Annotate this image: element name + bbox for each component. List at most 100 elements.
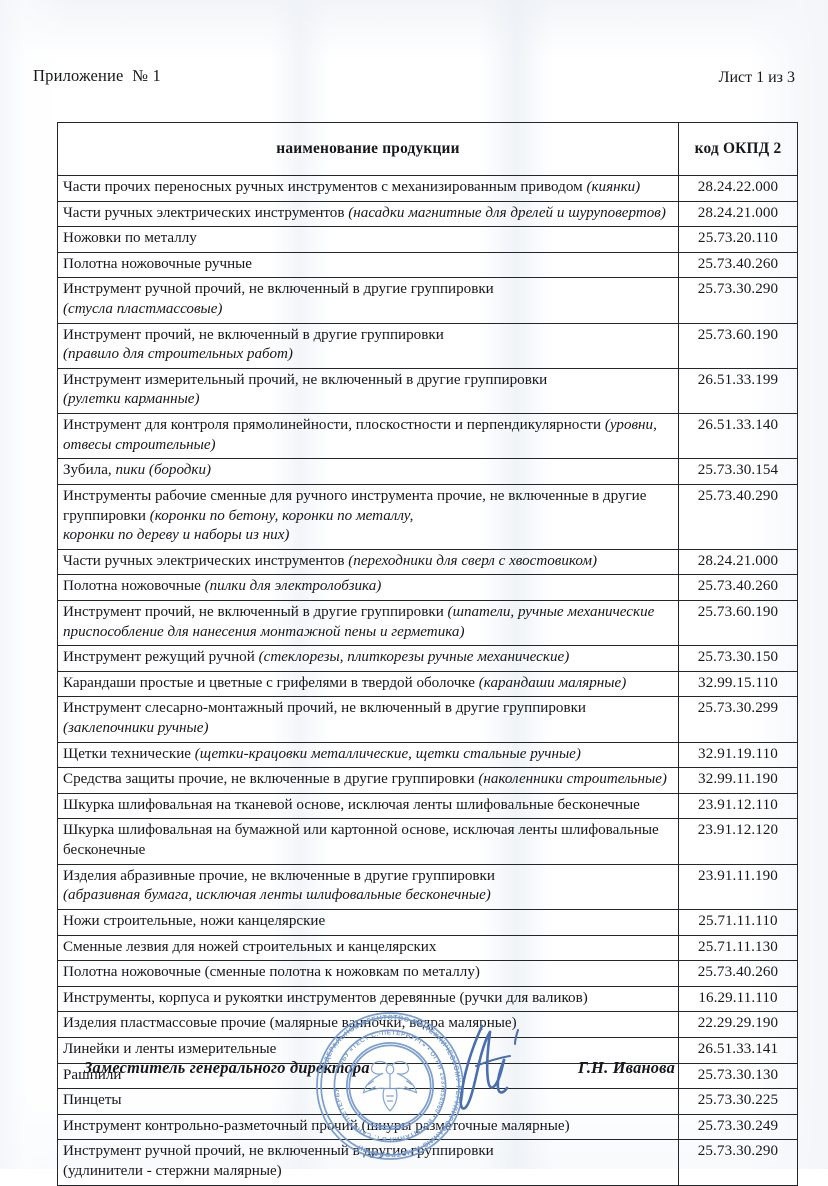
cell-product-name: Шкурка шлифовальная на бумажной или карт… (57, 818, 679, 865)
table-row: Ножовки по металлу 25.73.20.110 (57, 226, 798, 253)
table-row: Части прочих переносных ручных инструмен… (57, 175, 798, 202)
page-header: Приложение № 1 Лист 1 из 3 (0, 66, 828, 92)
cell-product-name: Изделия абразивные прочие, не включенные… (57, 863, 679, 910)
sheet-number-label: Лист 1 из 3 (718, 69, 795, 86)
cell-okpd-code: 23.91.12.120 (678, 818, 798, 865)
table-row: Щетки технические (щетки-крацовки металл… (57, 741, 798, 769)
table-row: Инструмент прочий, не включенный в други… (57, 322, 798, 369)
cell-okpd-code: 32.99.11.190 (678, 767, 798, 794)
cell-product-name: Инструмент режущий ручной (стеклорезы, п… (57, 645, 679, 672)
cell-product-name: Инструмент ручной прочий, не включенный … (57, 1139, 679, 1186)
table-body: Части прочих переносных ручных инструмен… (57, 175, 798, 1186)
cell-okpd-code: 28.24.21.000 (678, 200, 798, 228)
cell-okpd-code: 16.29.11.110 (678, 985, 798, 1013)
cell-product-name: Инструмент контрольно-разметочный прочий… (57, 1113, 679, 1141)
cell-product-name: Сменные лезвия для ножей строительных и … (57, 934, 679, 962)
cell-product-name: Части ручных электрических инструментов … (57, 200, 679, 228)
table-row: Сменные лезвия для ножей строительных и … (57, 934, 798, 962)
cell-product-name: Полотна ножовочные (пилки для электролоб… (57, 574, 679, 601)
table-row: Карандаши простые и цветные с грифелями … (57, 670, 798, 698)
column-header-code: код ОКПД 2 (678, 122, 798, 176)
cell-product-name: Инструменты рабочие сменные для ручного … (57, 483, 679, 550)
cell-okpd-code: 28.24.22.000 (678, 175, 798, 202)
cell-product-name: Ножовки по металлу (57, 226, 679, 253)
cell-okpd-code: 25.73.30.249 (678, 1113, 798, 1141)
cell-okpd-code: 26.51.33.141 (678, 1036, 798, 1064)
cell-okpd-code: 25.73.30.130 (678, 1062, 798, 1090)
table-row: Шкурка шлифовальная на тканевой основе, … (57, 792, 798, 820)
table-row: Полотна ножовочные (пилки для электролоб… (57, 574, 798, 601)
cell-product-name: Зубила, пики (бородки) (57, 458, 679, 485)
table-row: Зубила, пики (бородки) 25.73.30.154 (57, 458, 798, 485)
signer-name: Г.Н. Иванова (578, 1058, 675, 1077)
cell-okpd-code: 23.91.11.190 (678, 863, 798, 910)
table-row: Инструмент контрольно-разметочный прочий… (57, 1113, 798, 1141)
cell-product-name: Инструмент для контроля прямолинейности,… (57, 413, 679, 460)
table-row: Инструменты, корпуса и рукоятки инструме… (57, 985, 798, 1013)
table-row: Шкурка шлифовальная на бумажной или карт… (57, 818, 798, 865)
table-row: Полотна ножовочные ручные 25.73.40.260 (57, 251, 798, 279)
table-row: Инструмент ручной прочий, не включенный … (57, 1139, 798, 1186)
cell-okpd-code: 32.99.15.110 (678, 670, 798, 698)
table-row: Изделия абразивные прочие, не включенные… (57, 863, 798, 910)
cell-product-name: Инструмент ручной прочий, не включенный … (57, 277, 679, 324)
cell-okpd-code: 25.73.30.299 (678, 696, 798, 743)
cell-product-name: Шкурка шлифовальная на тканевой основе, … (57, 792, 679, 820)
signature-block: Заместитель генерального директора Г.Н. … (0, 1058, 828, 1098)
products-table-container: наименование продукции код ОКПД 2 Части … (57, 122, 798, 1186)
cell-product-name: Изделия пластмассовые прочие (малярные в… (57, 1011, 679, 1038)
table-row: Инструмент слесарно-монтажный прочий, не… (57, 696, 798, 743)
cell-okpd-code: 25.73.40.290 (678, 483, 798, 550)
table-row: Полотна ножовочные (сменные полотна к но… (57, 960, 798, 987)
cell-okpd-code: 25.73.30.290 (678, 277, 798, 324)
cell-okpd-code: 32.91.19.110 (678, 741, 798, 769)
table-row: Изделия пластмассовые прочие (малярные в… (57, 1011, 798, 1038)
table-row: Части ручных электрических инструментов … (57, 200, 798, 228)
cell-okpd-code: 26.51.33.199 (678, 367, 798, 415)
cell-okpd-code: 25.71.11.110 (678, 908, 798, 936)
cell-okpd-code: 25.73.40.260 (678, 574, 798, 601)
cell-okpd-code: 25.73.20.110 (678, 226, 798, 253)
cell-okpd-code: 26.51.33.140 (678, 413, 798, 460)
cell-product-name: Ножи строительные, ножи канцелярские (57, 908, 679, 936)
cell-okpd-code: 25.73.40.260 (678, 251, 798, 279)
products-table: наименование продукции код ОКПД 2 Части … (57, 122, 798, 1186)
table-row: Инструмент режущий ручной (стеклорезы, п… (57, 645, 798, 672)
table-row: Инструмент прочий, не включенный в други… (57, 599, 798, 647)
cell-product-name: Инструмент измерительный прочий, не вклю… (57, 367, 679, 415)
cell-okpd-code: 25.73.30.150 (678, 645, 798, 672)
signer-title: Заместитель генерального директора (84, 1058, 370, 1077)
table-row: Инструмент измерительный прочий, не вклю… (57, 367, 798, 415)
table-header-row: наименование продукции код ОКПД 2 (57, 122, 798, 176)
cell-okpd-code: 25.73.60.190 (678, 599, 798, 647)
cell-product-name: Карандаши простые и цветные с грифелями … (57, 670, 679, 698)
table-row: Средства защиты прочие, не включенные в … (57, 767, 798, 794)
cell-okpd-code: 25.73.30.225 (678, 1088, 798, 1115)
cell-product-name: Инструмент прочий, не включенный в други… (57, 322, 679, 369)
table-row: Части ручных электрических инструментов … (57, 548, 798, 576)
cell-okpd-code: 25.73.60.190 (678, 322, 798, 369)
cell-product-name: Части ручных электрических инструментов … (57, 548, 679, 576)
column-header-name: наименование продукции (57, 122, 679, 176)
table-row: Ножи строительные, ножи канцелярские 25.7… (57, 908, 798, 936)
cell-product-name: Полотна ножовочные ручные (57, 251, 679, 279)
table-row: Инструмент ручной прочий, не включенный … (57, 277, 798, 324)
cell-product-name: Инструмент слесарно-монтажный прочий, не… (57, 696, 679, 743)
cell-okpd-code: 25.71.11.130 (678, 934, 798, 962)
cell-product-name: Щетки технические (щетки-крацовки металл… (57, 741, 679, 769)
cell-okpd-code: 25.73.30.154 (678, 458, 798, 485)
cell-product-name: Инструменты, корпуса и рукоятки инструме… (57, 985, 679, 1013)
appendix-label: Приложение № 1 (33, 66, 161, 85)
cell-product-name: Полотна ножовочные (сменные полотна к но… (57, 960, 679, 987)
cell-product-name: Средства защиты прочие, не включенные в … (57, 767, 679, 794)
cell-product-name: Инструмент прочий, не включенный в други… (57, 599, 679, 647)
cell-okpd-code: 25.73.40.260 (678, 960, 798, 987)
cell-okpd-code: 25.73.30.290 (678, 1139, 798, 1186)
cell-okpd-code: 23.91.12.110 (678, 792, 798, 820)
cell-okpd-code: 28.24.21.000 (678, 548, 798, 576)
cell-okpd-code: 22.29.29.190 (678, 1011, 798, 1038)
table-row: Инструменты рабочие сменные для ручного … (57, 483, 798, 550)
table-row: Инструмент для контроля прямолинейности,… (57, 413, 798, 460)
cell-product-name: Части прочих переносных ручных инструмен… (57, 175, 679, 202)
